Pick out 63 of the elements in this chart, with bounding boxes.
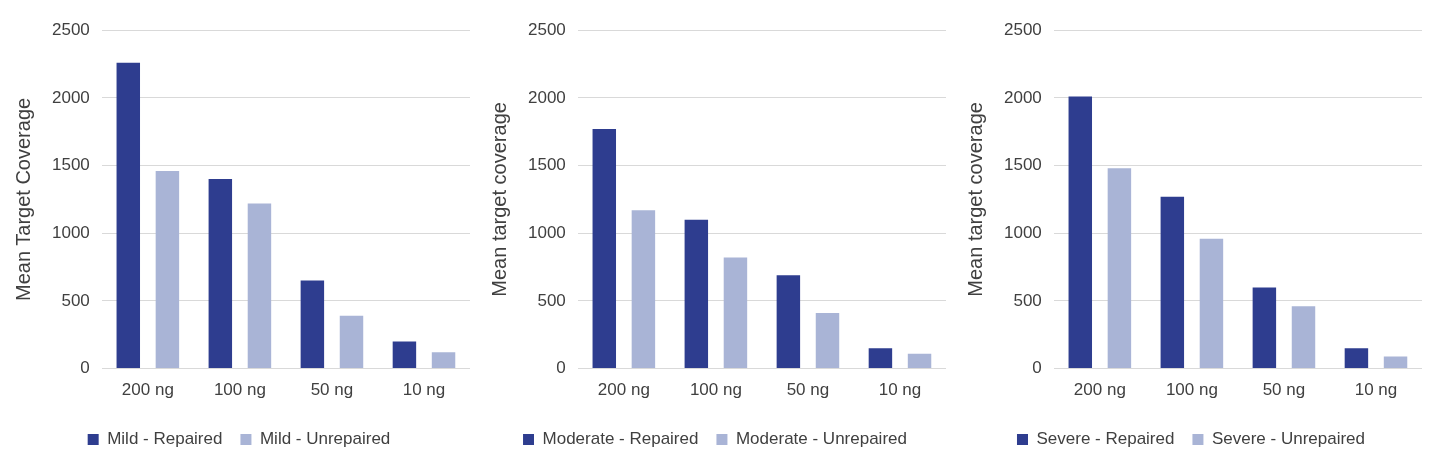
bar xyxy=(907,353,932,369)
y-axis-title: Mean Target Coverage xyxy=(11,97,34,301)
y-tick-label: 1000 xyxy=(527,222,566,242)
bar xyxy=(1199,238,1224,369)
x-tick-label: 200 ng xyxy=(121,380,174,400)
x-tick-label: 200 ng xyxy=(1073,380,1126,400)
x-tick-label: 50 ng xyxy=(310,380,354,400)
legend-label: Moderate - Unrepaired xyxy=(735,429,907,449)
y-tick-label: 1500 xyxy=(51,155,90,175)
y-tick-label: 500 xyxy=(61,290,90,310)
bar xyxy=(1252,287,1277,369)
legend-label: Mild - Repaired xyxy=(107,429,223,449)
x-tick-label: 10 ng xyxy=(1354,380,1398,400)
x-tick-label: 50 ng xyxy=(786,380,830,400)
legend-label: Severe - Repaired xyxy=(1036,429,1175,449)
bar xyxy=(815,313,840,369)
x-tick-label: 100 ng xyxy=(689,380,742,400)
bar xyxy=(392,341,417,369)
bar xyxy=(1291,306,1316,369)
bar xyxy=(684,219,709,369)
bar xyxy=(592,129,617,369)
bar xyxy=(116,62,141,369)
y-tick-label: 2000 xyxy=(1003,87,1042,107)
y-tick-label: 2500 xyxy=(1003,19,1042,39)
legend-label: Moderate - Repaired xyxy=(542,429,699,449)
y-tick-label: 0 xyxy=(80,358,90,378)
y-tick-label: 0 xyxy=(556,358,566,378)
y-tick-label: 2500 xyxy=(51,19,90,39)
x-tick-label: 100 ng xyxy=(1165,380,1218,400)
y-tick-label: 1500 xyxy=(1003,155,1042,175)
x-tick-label: 200 ng xyxy=(597,380,650,400)
y-tick-label: 2500 xyxy=(527,19,566,39)
bar xyxy=(1344,348,1369,369)
y-tick-label: 1000 xyxy=(1003,222,1042,242)
bar xyxy=(155,170,180,369)
bar xyxy=(631,210,656,369)
bar xyxy=(1068,96,1093,369)
y-tick-label: 2000 xyxy=(527,87,566,107)
bar xyxy=(339,315,364,369)
x-tick-label: 10 ng xyxy=(878,380,922,400)
legend-label: Severe - Unrepaired xyxy=(1211,429,1366,449)
x-tick-label: 50 ng xyxy=(1262,380,1306,400)
x-tick-label: 10 ng xyxy=(402,380,446,400)
y-tick-label: 0 xyxy=(1032,358,1042,378)
y-tick-label: 500 xyxy=(537,290,566,310)
y-tick-label: 1000 xyxy=(51,222,90,242)
x-tick-label: 100 ng xyxy=(213,380,266,400)
bar xyxy=(1160,196,1185,369)
y-tick-label: 500 xyxy=(1013,290,1042,310)
bar xyxy=(776,275,801,369)
bar xyxy=(868,348,893,369)
y-axis-title: Mean target coverage xyxy=(963,102,986,297)
bar xyxy=(208,179,233,369)
y-tick-label: 1500 xyxy=(527,155,566,175)
bar xyxy=(723,257,748,369)
bar xyxy=(1107,168,1132,369)
y-axis-title: Mean target coverage xyxy=(487,102,510,297)
bar xyxy=(300,280,325,369)
y-tick-label: 2000 xyxy=(51,87,90,107)
bar xyxy=(431,352,456,369)
bar xyxy=(247,203,272,369)
bar xyxy=(1383,356,1408,369)
legend-label: Mild - Unrepaired xyxy=(259,429,391,449)
